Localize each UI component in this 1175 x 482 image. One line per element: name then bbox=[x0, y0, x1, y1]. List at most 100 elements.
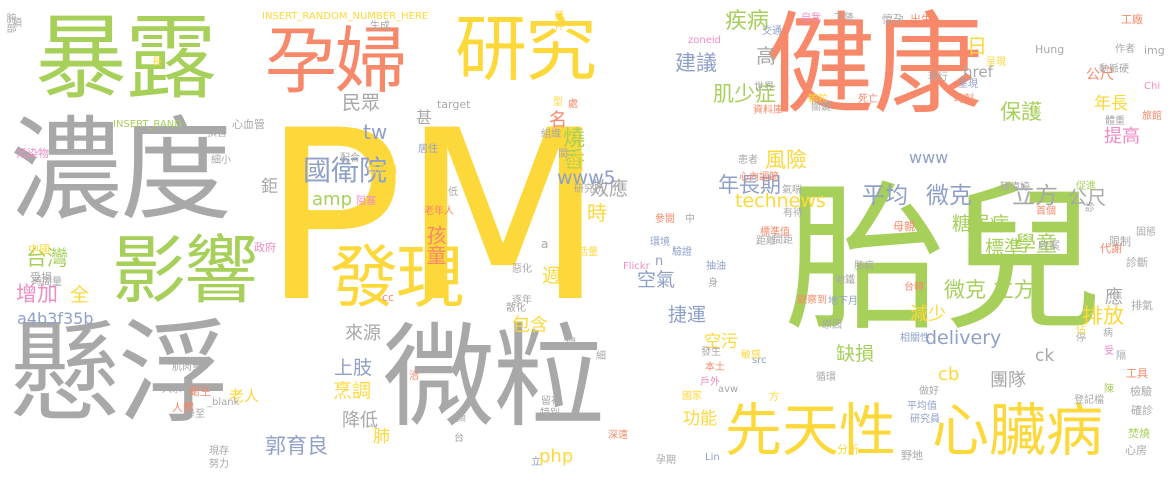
word-yanjiuyuan: 研究員 bbox=[910, 414, 940, 425]
word-zhongdu: 中 bbox=[685, 214, 695, 225]
word-ju: 鉅 bbox=[261, 177, 278, 197]
word-gutai: 固態 bbox=[1136, 227, 1156, 238]
word-n_small: n bbox=[655, 254, 664, 269]
word-xinzangbing: 心臟病 bbox=[932, 398, 1103, 464]
word-fei: 肺 bbox=[373, 427, 390, 447]
word-shiliang: 時間量 bbox=[32, 277, 62, 288]
word-wuranwu: 污染物 bbox=[16, 147, 49, 160]
word-biaozhun: 標準 bbox=[985, 237, 1024, 259]
word-juzhu: 居住 bbox=[418, 144, 438, 155]
word-blank: _blank bbox=[207, 397, 240, 408]
word-jiangzhi: 降至 bbox=[185, 409, 205, 420]
word-ziliaoku: 資料庫 bbox=[753, 105, 783, 116]
word-tigao: 提高 bbox=[1104, 126, 1140, 147]
word-hung: Hung bbox=[1035, 43, 1065, 56]
word-kongqi: 空氣 bbox=[637, 269, 676, 291]
word-paifang: 排放 bbox=[1082, 304, 1124, 328]
word-tai: 台 bbox=[454, 433, 464, 444]
word-jianyan: 檢驗 bbox=[1130, 385, 1152, 398]
word-jibing: 疾病 bbox=[725, 9, 770, 34]
word-haitong: 孩童 bbox=[423, 225, 447, 265]
word-huanzhe: 患者 bbox=[738, 155, 758, 166]
word-jianjie: 間距 bbox=[773, 235, 793, 246]
word-zengjia: 增加 bbox=[16, 282, 58, 306]
word-chenjiating: 陳偉婷 bbox=[1000, 182, 1030, 193]
word-fengxian: 風險 bbox=[765, 148, 807, 172]
word-kai: 開 bbox=[566, 338, 576, 349]
word-guojia: 國家 bbox=[682, 391, 702, 402]
word-yanzheng: 驗證 bbox=[672, 247, 692, 258]
word-baohu: 保護 bbox=[1000, 100, 1042, 124]
word-xinxueguan: 心血管 bbox=[232, 118, 265, 131]
word-shouying2: 收案 bbox=[1038, 239, 1060, 252]
word-tuandui: 團隊 bbox=[990, 370, 1026, 391]
word-ting: 停 bbox=[1076, 333, 1086, 344]
word-shenti: 身 bbox=[708, 278, 718, 289]
word-cujin: 促進 bbox=[1076, 181, 1096, 192]
word-ck: ck bbox=[1035, 346, 1055, 366]
word-yuanyin: 原因 bbox=[822, 320, 842, 331]
word-dizhi: 低 bbox=[448, 187, 458, 198]
word-kongwu: 空污 bbox=[704, 332, 738, 352]
word-sunhai: 損害 bbox=[207, 128, 227, 139]
word-laoren: 老人 bbox=[229, 387, 260, 405]
word-ying: 應 bbox=[1105, 287, 1123, 308]
word-yiwei: 醫學 bbox=[285, 259, 305, 270]
word-dengjidang: 登記檔 bbox=[1074, 395, 1104, 406]
word-yedi: 野地 bbox=[901, 449, 923, 462]
word-youdai: 有待 bbox=[783, 208, 803, 219]
word-flickr: Flickr bbox=[623, 261, 650, 272]
word-chu: 處 bbox=[568, 99, 578, 110]
word-pengtiao: 烹調 bbox=[333, 380, 372, 402]
word-gao: 高 bbox=[756, 44, 776, 68]
word-nongdu: 濃度 bbox=[10, 106, 232, 236]
word-xiancun: 現存 bbox=[209, 446, 229, 457]
word-weike: 微克 bbox=[926, 183, 972, 209]
word-zhang: 長 bbox=[152, 57, 162, 68]
word-shen: 甚 bbox=[416, 108, 433, 127]
word-zuohao: 做好 bbox=[919, 386, 939, 397]
word-jiaotong: 交通 bbox=[762, 26, 782, 37]
word-huanjing: 環境 bbox=[650, 237, 670, 248]
word-shenzhen: 深遠 bbox=[608, 430, 628, 441]
word-huwai: 戶外 bbox=[700, 377, 720, 388]
word-biaozhunzhi: 標準值 bbox=[760, 227, 790, 238]
word-insert_random: INSERT_RANDOM_NUMBER_HERE bbox=[262, 11, 429, 22]
word-shi: 時 bbox=[587, 201, 607, 225]
word-mingan: 敏感 bbox=[741, 350, 761, 361]
word-zuzhi: 組織 bbox=[541, 129, 561, 140]
word-dazong: 大宗 bbox=[162, 384, 182, 395]
word-peihe: 配合 bbox=[340, 153, 360, 164]
word-yinliang: 抽油 bbox=[706, 261, 726, 272]
word-tiwei: 體重 bbox=[1105, 116, 1125, 127]
word-sizhang: 死亡 bbox=[858, 94, 878, 105]
word-jiance: 偵測到 bbox=[367, 165, 397, 176]
word-dixiao: 地鐵 bbox=[835, 275, 855, 286]
word-dongmai: 動脈硬 bbox=[1099, 64, 1129, 75]
word-mubu: 腑部 bbox=[4, 13, 15, 33]
word-juli: 距離 bbox=[756, 236, 776, 247]
word-dixiayue: 地下月 bbox=[828, 296, 858, 307]
word-taiwan: 台灣 bbox=[26, 246, 68, 270]
word-chen: 陳 bbox=[1104, 384, 1114, 395]
word-jishaozheng: 肌少症 bbox=[713, 82, 776, 106]
word-gongchi: 公尺 bbox=[1068, 187, 1107, 209]
word-xianxing: 現行 bbox=[928, 72, 948, 83]
word-jian: 間 bbox=[558, 149, 568, 160]
word-shengcheng: 生成 bbox=[370, 21, 390, 32]
word-shaoxiang: 燒香 bbox=[559, 126, 584, 170]
word-xi: 細 bbox=[596, 351, 606, 362]
word-zhou: 週 bbox=[542, 265, 562, 287]
word-delivery: delivery bbox=[925, 327, 1002, 349]
word-yanjiusuo: 研究所 bbox=[574, 184, 604, 195]
word-shouye: 受 bbox=[1104, 346, 1114, 357]
word-shangzhi: 上肢 bbox=[334, 357, 373, 379]
word-jiroulian: 肌肉量 bbox=[172, 362, 202, 373]
word-fenxi: 分析 bbox=[837, 443, 859, 456]
word-yunfu: 孕婦 bbox=[265, 19, 407, 103]
word-jiangdi: 降低 bbox=[342, 410, 378, 431]
word-guoweiyuan: 國衛院 bbox=[303, 154, 388, 187]
word-zhanqu: 佔 bbox=[1076, 325, 1086, 336]
word-keli: 顆粒 bbox=[808, 94, 828, 105]
